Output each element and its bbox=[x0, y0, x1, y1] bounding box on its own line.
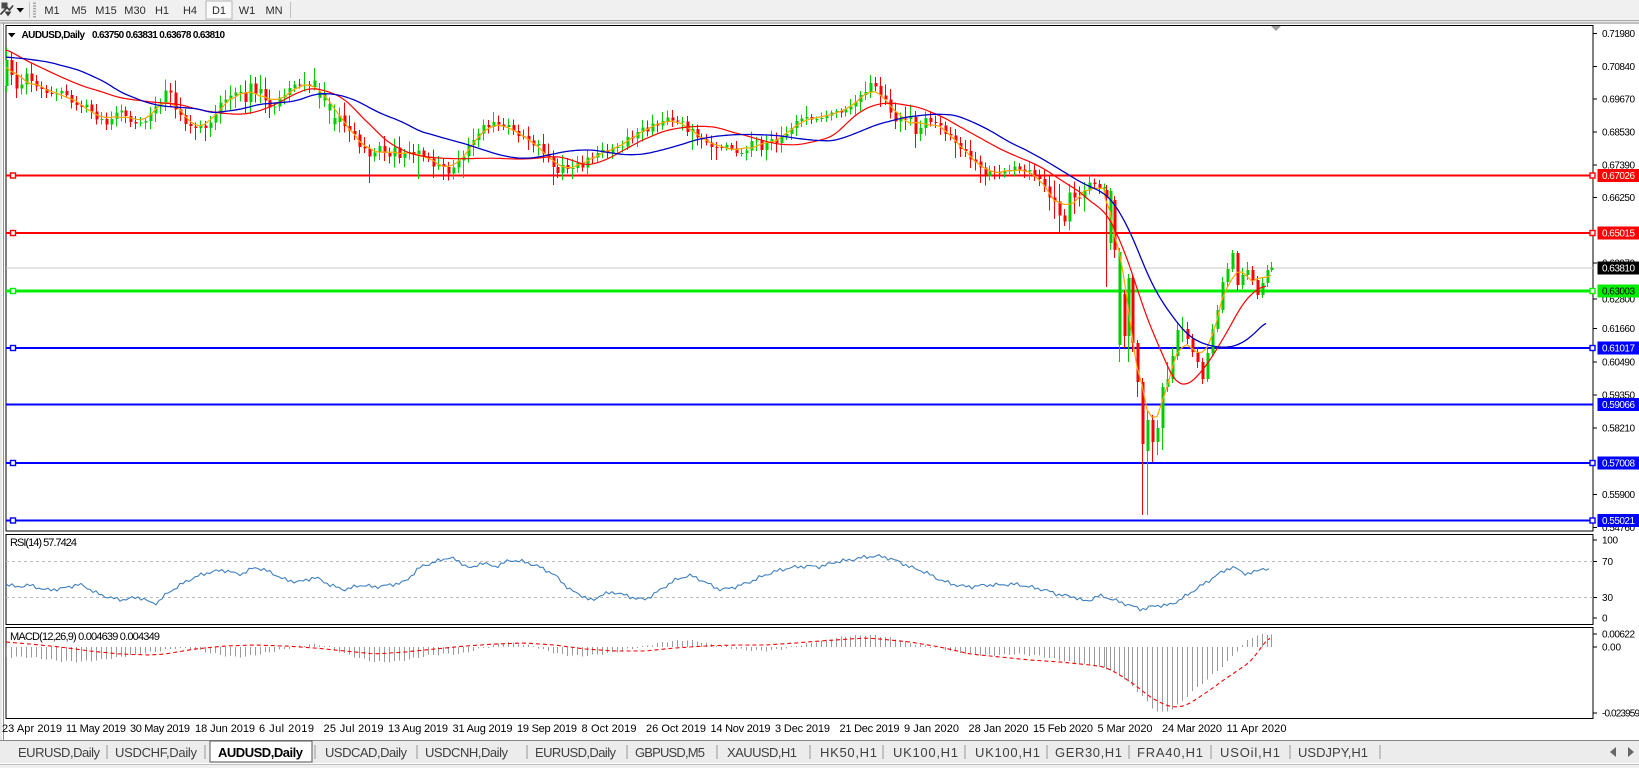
svg-text:24 Mar 2020: 24 Mar 2020 bbox=[1162, 723, 1222, 735]
svg-text:5 Mar 2020: 5 Mar 2020 bbox=[1098, 723, 1153, 735]
svg-text:9 Jan 2020: 9 Jan 2020 bbox=[904, 723, 959, 735]
svg-text:30 May 2019: 30 May 2019 bbox=[130, 723, 190, 735]
svg-text:EURUSD,Daily: EURUSD,Daily bbox=[18, 745, 101, 760]
svg-text:FRA40,H1: FRA40,H1 bbox=[1137, 745, 1203, 760]
svg-text:0.55900: 0.55900 bbox=[1602, 490, 1635, 501]
svg-text:MACD(12,26,9) 0.004639 0.00434: MACD(12,26,9) 0.004639 0.004349 bbox=[10, 631, 160, 643]
svg-text:11 May 2019: 11 May 2019 bbox=[66, 723, 126, 735]
svg-text:13 Aug 2019: 13 Aug 2019 bbox=[388, 723, 448, 735]
svg-text:0: 0 bbox=[1602, 614, 1608, 625]
svg-text:USDCNH,Daily: USDCNH,Daily bbox=[425, 745, 509, 760]
svg-text:19 Sep 2019: 19 Sep 2019 bbox=[517, 723, 577, 735]
svg-text:0.63750 0.63831 0.63678 0.6381: 0.63750 0.63831 0.63678 0.63810 bbox=[92, 30, 225, 41]
svg-text:11 Apr 2020: 11 Apr 2020 bbox=[1227, 723, 1287, 735]
svg-text:GBPUSD,M5: GBPUSD,M5 bbox=[635, 745, 705, 760]
svg-text:0.63003: 0.63003 bbox=[1602, 287, 1635, 298]
svg-text:HK50,H1: HK50,H1 bbox=[820, 745, 877, 760]
svg-text:D1: D1 bbox=[212, 5, 226, 17]
svg-text:0.58210: 0.58210 bbox=[1602, 424, 1635, 435]
svg-text:UK100,H1: UK100,H1 bbox=[893, 745, 958, 760]
svg-text:M15: M15 bbox=[95, 5, 116, 17]
svg-text:100: 100 bbox=[1602, 536, 1618, 547]
svg-text:30: 30 bbox=[1602, 593, 1613, 604]
svg-text:-0.023959: -0.023959 bbox=[1602, 709, 1639, 720]
svg-text:0.65015: 0.65015 bbox=[1602, 229, 1635, 240]
svg-text:USDCHF,Daily: USDCHF,Daily bbox=[115, 745, 198, 760]
svg-text:0.61660: 0.61660 bbox=[1602, 324, 1635, 335]
svg-text:0.66250: 0.66250 bbox=[1602, 193, 1635, 204]
svg-text:0.71980: 0.71980 bbox=[1602, 29, 1635, 40]
svg-text:0.69670: 0.69670 bbox=[1602, 95, 1635, 106]
svg-text:UK100,H1: UK100,H1 bbox=[975, 745, 1040, 760]
svg-text:0.59066: 0.59066 bbox=[1602, 400, 1635, 411]
svg-text:0.00: 0.00 bbox=[1602, 643, 1621, 654]
svg-text:0.63810: 0.63810 bbox=[1602, 264, 1635, 275]
svg-text:0.68530: 0.68530 bbox=[1602, 128, 1635, 139]
svg-text:GER30,H1: GER30,H1 bbox=[1055, 745, 1122, 760]
svg-text:21 Dec 2019: 21 Dec 2019 bbox=[840, 723, 900, 735]
svg-text:0.00622: 0.00622 bbox=[1602, 630, 1635, 641]
svg-text:AUDUSD,Daily: AUDUSD,Daily bbox=[22, 30, 86, 41]
svg-text:M5: M5 bbox=[71, 5, 86, 17]
svg-text:XAUUSD,H1: XAUUSD,H1 bbox=[727, 745, 797, 760]
svg-text:14 Nov 2019: 14 Nov 2019 bbox=[711, 723, 771, 735]
svg-text:0.61017: 0.61017 bbox=[1602, 344, 1635, 355]
svg-text:0.57008: 0.57008 bbox=[1602, 459, 1635, 470]
svg-text:23 Apr 2019: 23 Apr 2019 bbox=[2, 723, 62, 735]
svg-text:USDCAD,Daily: USDCAD,Daily bbox=[325, 745, 408, 760]
svg-text:M30: M30 bbox=[124, 5, 145, 17]
svg-text:0.60490: 0.60490 bbox=[1602, 358, 1635, 369]
svg-text:MN: MN bbox=[265, 5, 282, 17]
svg-text:6 Jul 2019: 6 Jul 2019 bbox=[259, 723, 314, 735]
svg-text:EURUSD,Daily: EURUSD,Daily bbox=[535, 745, 617, 760]
svg-text:H4: H4 bbox=[183, 5, 197, 17]
svg-text:31 Aug 2019: 31 Aug 2019 bbox=[453, 723, 513, 735]
svg-text:28 Jan 2020: 28 Jan 2020 bbox=[969, 723, 1029, 735]
svg-text:W1: W1 bbox=[239, 5, 256, 17]
svg-text:26 Oct 2019: 26 Oct 2019 bbox=[646, 723, 706, 735]
svg-text:USDJPY,H1: USDJPY,H1 bbox=[1298, 745, 1368, 760]
svg-text:0.70840: 0.70840 bbox=[1602, 62, 1635, 73]
svg-text:RSI(14) 57.7424: RSI(14) 57.7424 bbox=[10, 537, 77, 549]
svg-text:25 Jul 2019: 25 Jul 2019 bbox=[324, 723, 384, 735]
svg-text:15 Feb 2020: 15 Feb 2020 bbox=[1033, 723, 1093, 735]
svg-text:H1: H1 bbox=[155, 5, 169, 17]
svg-text:70: 70 bbox=[1602, 557, 1613, 568]
svg-text:0.67026: 0.67026 bbox=[1602, 171, 1635, 182]
svg-text:AUDUSD,Daily: AUDUSD,Daily bbox=[218, 745, 304, 760]
svg-text:USOil,H1: USOil,H1 bbox=[1220, 745, 1280, 760]
svg-text:3 Dec 2019: 3 Dec 2019 bbox=[775, 723, 830, 735]
svg-text:18 Jun 2019: 18 Jun 2019 bbox=[195, 723, 255, 735]
svg-text:8 Oct 2019: 8 Oct 2019 bbox=[582, 723, 637, 735]
svg-text:M1: M1 bbox=[44, 5, 59, 17]
svg-text:0.55021: 0.55021 bbox=[1602, 516, 1635, 527]
